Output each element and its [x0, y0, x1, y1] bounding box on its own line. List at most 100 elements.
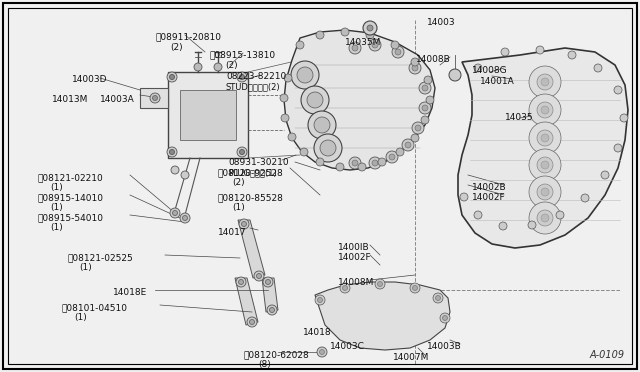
Circle shape — [422, 85, 428, 91]
Circle shape — [301, 86, 329, 114]
Circle shape — [378, 158, 386, 166]
Circle shape — [421, 116, 429, 124]
Circle shape — [369, 39, 381, 51]
Circle shape — [537, 102, 553, 118]
Text: 14003B: 14003B — [427, 342, 461, 351]
Circle shape — [317, 347, 327, 357]
Text: 14035M: 14035M — [345, 38, 381, 47]
Text: 14008M: 14008M — [338, 278, 374, 287]
Text: (2): (2) — [170, 43, 182, 52]
Circle shape — [449, 69, 461, 81]
Text: ⒲08120-85528: ⒲08120-85528 — [218, 193, 284, 202]
Circle shape — [537, 210, 553, 226]
Circle shape — [269, 308, 275, 312]
Circle shape — [214, 63, 222, 71]
Circle shape — [389, 154, 395, 160]
Circle shape — [375, 279, 385, 289]
Circle shape — [410, 283, 420, 293]
Text: 14003A: 14003A — [100, 95, 135, 104]
Circle shape — [424, 76, 432, 84]
Circle shape — [314, 117, 330, 133]
Circle shape — [239, 74, 244, 80]
Circle shape — [413, 285, 417, 291]
Circle shape — [266, 279, 271, 285]
Circle shape — [358, 163, 366, 171]
Text: 14002F: 14002F — [472, 193, 506, 202]
Circle shape — [402, 139, 414, 151]
Circle shape — [367, 25, 373, 31]
Circle shape — [536, 46, 544, 54]
Circle shape — [241, 221, 246, 227]
Circle shape — [419, 102, 431, 114]
Circle shape — [537, 157, 553, 173]
Circle shape — [620, 114, 628, 122]
Circle shape — [395, 49, 401, 55]
Circle shape — [541, 161, 549, 169]
Circle shape — [340, 283, 350, 293]
Circle shape — [474, 211, 482, 219]
Text: PLUGプラグ(1): PLUGプラグ(1) — [228, 168, 276, 177]
Text: 14017: 14017 — [218, 228, 246, 237]
Circle shape — [363, 21, 377, 35]
Text: Ⓢ08911-20810: Ⓢ08911-20810 — [155, 32, 221, 41]
Circle shape — [440, 313, 450, 323]
Circle shape — [568, 51, 576, 59]
Text: STUDスタッド(2): STUDスタッド(2) — [226, 82, 280, 91]
Circle shape — [352, 45, 358, 51]
Circle shape — [250, 320, 255, 324]
Circle shape — [171, 166, 179, 174]
Circle shape — [284, 74, 292, 82]
Circle shape — [541, 106, 549, 114]
Polygon shape — [168, 72, 248, 158]
Circle shape — [320, 140, 336, 156]
Text: ⒲08120-92528: ⒲08120-92528 — [218, 168, 284, 177]
Text: 14003: 14003 — [427, 18, 456, 27]
Text: (1): (1) — [79, 263, 92, 272]
Circle shape — [396, 148, 404, 156]
Circle shape — [412, 65, 418, 71]
Text: 14003C: 14003C — [330, 342, 365, 351]
Circle shape — [537, 130, 553, 146]
Text: Ⓜ08915-54010: Ⓜ08915-54010 — [38, 213, 104, 222]
Text: 14018E: 14018E — [113, 288, 147, 297]
Circle shape — [501, 48, 509, 56]
Text: ⒲08120-62028: ⒲08120-62028 — [244, 350, 310, 359]
Circle shape — [392, 46, 404, 58]
Circle shape — [257, 273, 262, 279]
Text: ⒲08121-02210: ⒲08121-02210 — [38, 173, 104, 182]
Polygon shape — [284, 30, 435, 170]
Text: Ⓜ08915-14010: Ⓜ08915-14010 — [38, 193, 104, 202]
Polygon shape — [180, 90, 236, 140]
Circle shape — [170, 150, 175, 154]
Text: (2): (2) — [232, 178, 244, 187]
Text: (8): (8) — [258, 360, 271, 369]
Circle shape — [529, 122, 561, 154]
Circle shape — [342, 285, 348, 291]
Circle shape — [391, 41, 399, 49]
Text: 14007M: 14007M — [393, 353, 429, 362]
Polygon shape — [315, 282, 450, 350]
Circle shape — [152, 96, 157, 100]
Circle shape — [180, 213, 190, 223]
Circle shape — [349, 157, 361, 169]
Circle shape — [307, 92, 323, 108]
Circle shape — [529, 176, 561, 208]
Circle shape — [263, 277, 273, 287]
Text: ⒲08121-02525: ⒲08121-02525 — [67, 253, 132, 262]
Circle shape — [415, 125, 421, 131]
Circle shape — [150, 93, 160, 103]
Circle shape — [181, 171, 189, 179]
Text: (1): (1) — [50, 183, 63, 192]
Circle shape — [537, 184, 553, 200]
Circle shape — [314, 134, 342, 162]
Text: 14013M: 14013M — [52, 95, 88, 104]
Circle shape — [317, 298, 323, 302]
Circle shape — [412, 122, 424, 134]
Text: 1400lB: 1400lB — [338, 243, 370, 252]
Polygon shape — [238, 220, 265, 278]
Circle shape — [614, 144, 622, 152]
Circle shape — [614, 86, 622, 94]
Circle shape — [296, 41, 304, 49]
Circle shape — [474, 64, 482, 72]
Circle shape — [194, 63, 202, 71]
